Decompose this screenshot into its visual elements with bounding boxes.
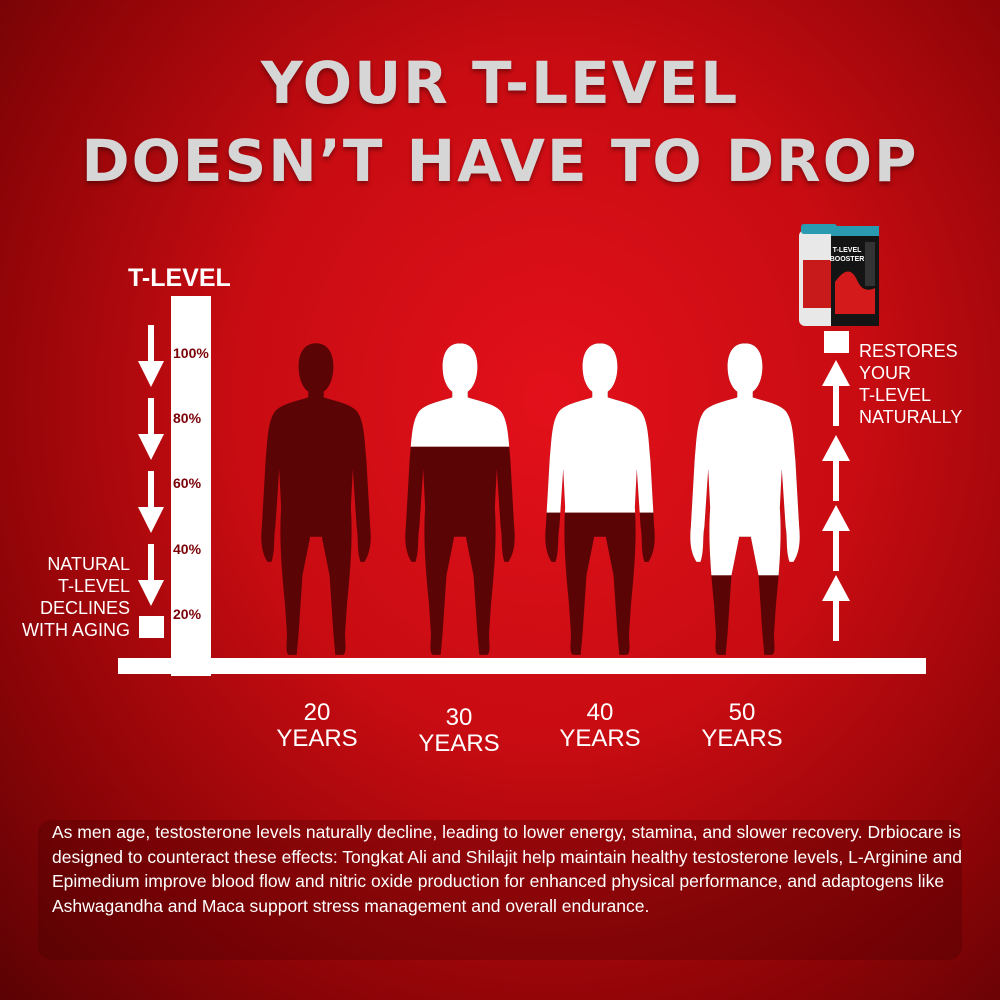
up-arrow-icon: [822, 505, 850, 571]
headline-line-1: YOUR T-LEVEL: [260, 49, 740, 117]
down-arrow-icon: [138, 325, 164, 387]
up-arrow-icon: [822, 575, 850, 641]
age-label-50: 50 YEARS: [701, 699, 783, 752]
product-label-1: T-LEVEL: [833, 247, 863, 254]
age-label-30: 30 YEARS: [418, 704, 500, 757]
restore-note: RESTORES YOUR T-LEVEL NATURALLY: [859, 341, 963, 427]
down-arrow-icon: [138, 398, 164, 460]
down-arrow-icon: [138, 471, 164, 533]
tick-20: 20%: [173, 606, 202, 622]
up-arrow-icon: [822, 360, 850, 426]
age-label-40: 40 YEARS: [559, 699, 641, 752]
figure-30-years: [405, 343, 515, 655]
figure-40-years: [545, 343, 655, 655]
t-level-axis-label: T-LEVEL: [128, 264, 231, 292]
description-text: As men age, testosterone levels naturall…: [52, 822, 962, 916]
product-tube-image: T-LEVEL BOOSTER: [799, 224, 879, 326]
restore-marker: [824, 331, 849, 353]
product-label-2: BOOSTER: [830, 256, 865, 263]
figure-50-years: [690, 343, 800, 655]
up-arrow-icon: [822, 435, 850, 501]
headline-line-2: DOESN’T HAVE TO DROP: [81, 127, 919, 195]
down-arrow-icon: [138, 544, 164, 606]
tick-100: 100%: [173, 345, 209, 361]
age-label-20: 20 YEARS: [276, 699, 358, 752]
figure-20-years: [261, 343, 371, 655]
tick-40: 40%: [173, 541, 202, 557]
decline-marker: [139, 616, 164, 638]
t-level-axis-bar: [171, 296, 211, 676]
tick-60: 60%: [173, 475, 202, 491]
description-panel: As men age, testosterone levels naturall…: [38, 820, 962, 960]
decline-note: NATURAL T-LEVEL DECLINES WITH AGING: [22, 554, 130, 640]
chart-baseline: [118, 658, 926, 674]
tick-80: 80%: [173, 410, 202, 426]
